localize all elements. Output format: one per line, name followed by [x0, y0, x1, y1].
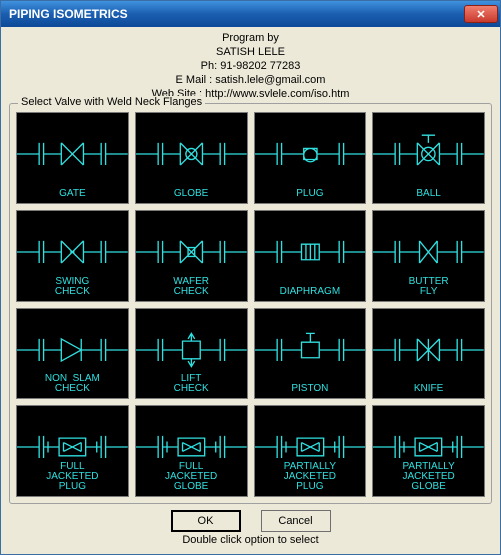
button-row: OK Cancel [9, 504, 492, 534]
valve-symbol-icon [17, 211, 128, 301]
valve-option-wafer-check[interactable]: WAFER CHECK [135, 210, 248, 302]
header-line2: SATISH LELE [9, 45, 492, 59]
header-line4: E Mail : satish.lele@gmail.com [9, 73, 492, 87]
valve-symbol-icon [136, 406, 247, 496]
valve-symbol-icon [17, 309, 128, 399]
valve-option-fj-globe[interactable]: FULL JACKETED GLOBE [135, 405, 248, 497]
ok-button[interactable]: OK [171, 510, 241, 532]
valve-option-pj-globe[interactable]: PARTIALLY JACKETED GLOBE [372, 405, 485, 497]
valve-option-piston[interactable]: PISTON [254, 308, 367, 400]
valve-symbol-icon [255, 211, 366, 301]
valve-symbol-icon [373, 406, 484, 496]
dialog-window: PIPING ISOMETRICS ✕ Program by SATISH LE… [0, 0, 501, 555]
hint-text: Double click option to select [9, 534, 492, 548]
valve-symbol-icon [255, 309, 366, 399]
valve-symbol-icon [373, 113, 484, 203]
valve-symbol-icon [373, 309, 484, 399]
valve-symbol-icon [136, 309, 247, 399]
valve-symbol-icon [255, 406, 366, 496]
valve-option-plug[interactable]: PLUG [254, 112, 367, 204]
valve-option-pj-plug[interactable]: PARTIALLY JACKETED PLUG [254, 405, 367, 497]
valve-option-ball[interactable]: BALL [372, 112, 485, 204]
header-line1: Program by [9, 31, 492, 45]
valve-option-non-slam[interactable]: NON SLAM CHECK [16, 308, 129, 400]
valve-option-lift-check[interactable]: LIFT CHECK [135, 308, 248, 400]
groupbox-label: Select Valve with Weld Neck Flanges [18, 96, 205, 108]
close-icon: ✕ [476, 8, 485, 21]
titlebar: PIPING ISOMETRICS ✕ [1, 1, 500, 27]
valve-option-fj-plug[interactable]: FULL JACKETED PLUG [16, 405, 129, 497]
header-line3: Ph: 91-98202 77283 [9, 59, 492, 73]
valve-symbol-icon [136, 211, 247, 301]
valve-symbol-icon [136, 113, 247, 203]
valve-option-globe[interactable]: GLOBE [135, 112, 248, 204]
content-area: Program by SATISH LELE Ph: 91-98202 7728… [1, 27, 500, 554]
cancel-button[interactable]: Cancel [261, 510, 331, 532]
valve-symbol-icon [373, 211, 484, 301]
valve-option-butterfly[interactable]: BUTTER FLY [372, 210, 485, 302]
valve-symbol-icon [17, 406, 128, 496]
valve-symbol-icon [255, 113, 366, 203]
close-button[interactable]: ✕ [464, 5, 498, 23]
window-title: PIPING ISOMETRICS [9, 7, 464, 21]
valve-groupbox: Select Valve with Weld Neck Flanges GATE… [9, 103, 492, 504]
valve-symbol-icon [17, 113, 128, 203]
valve-option-swing-check[interactable]: SWING CHECK [16, 210, 129, 302]
program-header: Program by SATISH LELE Ph: 91-98202 7728… [9, 31, 492, 101]
valve-option-diaphragm[interactable]: DIAPHRAGM [254, 210, 367, 302]
valve-option-knife[interactable]: KNIFE [372, 308, 485, 400]
valve-option-gate[interactable]: GATE [16, 112, 129, 204]
valve-grid: GATE GLOBE PLUG BALL [16, 112, 485, 497]
